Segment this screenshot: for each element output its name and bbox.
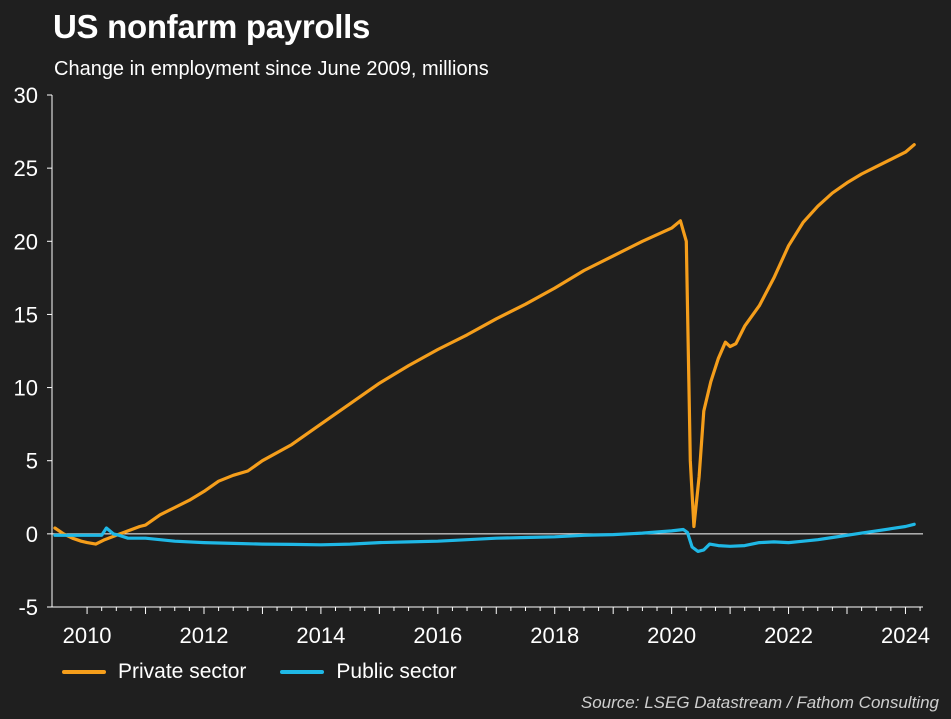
y-tick-label: 20 — [14, 229, 38, 254]
legend-item-public: Public sector — [280, 660, 457, 684]
y-tick-label: -5 — [18, 595, 38, 620]
x-tick-label: 2012 — [180, 623, 229, 648]
source-note: Source: LSEG Datastream / Fathom Consult… — [580, 693, 939, 712]
legend-label-private: Private sector — [118, 660, 247, 683]
x-tick-label: 2010 — [63, 623, 112, 648]
y-tick-label: 15 — [14, 302, 38, 327]
legend-label-public: Public sector — [336, 660, 457, 683]
x-tick-label: 2022 — [764, 623, 813, 648]
x-axis: 2010 2012 2014 2016 2018 2020 2022 2024 — [52, 606, 930, 648]
y-tick-label: 10 — [14, 376, 38, 401]
x-tick-label: 2016 — [413, 623, 462, 648]
y-tick-label: 0 — [26, 522, 38, 547]
y-tick-label: 25 — [14, 156, 38, 181]
series-line-private — [53, 143, 916, 546]
y-axis: -5 0 5 10 15 20 25 30 — [14, 83, 53, 620]
y-tick-label: 30 — [14, 83, 38, 108]
y-tick-label: 5 — [26, 449, 38, 474]
chart-subtitle: Change in employment since June 2009, mi… — [54, 58, 489, 80]
series-line-public — [53, 522, 916, 553]
x-tick-label: 2014 — [296, 623, 345, 648]
legend: Private sector Public sector — [62, 660, 491, 684]
series-layer — [52, 143, 923, 553]
chart-title: US nonfarm payrolls — [53, 8, 371, 45]
legend-swatch-public — [280, 670, 325, 674]
x-tick-label: 2018 — [530, 623, 579, 648]
x-tick-label: 2024 — [881, 623, 930, 648]
legend-swatch-private — [62, 670, 106, 674]
legend-item-private: Private sector — [62, 660, 246, 684]
x-tick-label: 2020 — [647, 623, 696, 648]
